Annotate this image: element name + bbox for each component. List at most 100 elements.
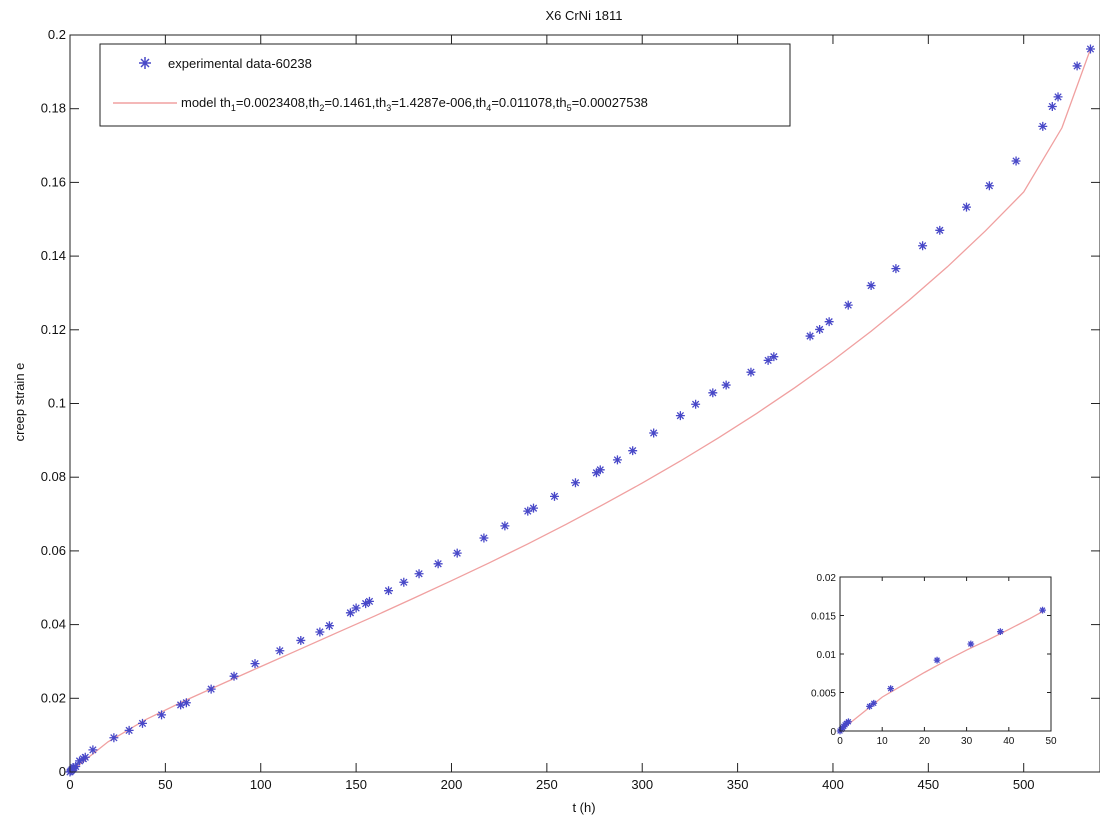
data-point [523,506,533,516]
experimental-series [65,44,1095,777]
main-ticks: 0 50 100 150 200 250 300 350 400 450 50000.020.040… [41,27,1100,792]
data-point [984,181,994,191]
data-point [229,671,239,681]
data-point [529,503,538,513]
data-point [935,225,945,235]
data-point [721,380,731,390]
data-point [75,756,85,766]
data-point [891,264,901,274]
x-tick-label: 0 [66,777,73,792]
data-point [708,388,718,398]
data-point [1038,121,1048,131]
y-tick-label: 0.08 [41,469,66,484]
y-tick-label: 0.06 [41,543,66,558]
data-point [433,559,443,569]
data-point [746,367,756,377]
inset-y-tick-label: 0.005 [811,689,836,700]
data-point [345,608,355,618]
data-point [124,725,134,735]
inset-data-point [845,718,852,726]
model-line [69,48,1092,773]
inset-data-point [870,699,878,707]
data-point [109,733,119,743]
data-point [866,281,876,291]
y-tick-label: 0 [59,764,66,779]
inset-x-tick-label: 40 [1003,736,1015,747]
data-point [88,745,98,755]
data-point [80,752,90,762]
inset-y-tick-label: 0.01 [817,650,837,661]
data-point [157,710,167,720]
y-tick-label: 0.12 [41,322,66,337]
data-point [176,700,186,710]
y-tick-label: 0.16 [41,174,66,189]
data-point [399,577,409,587]
y-tick-label: 0.04 [41,617,66,632]
data-point [769,352,779,362]
y-tick-label: 0.14 [41,248,66,263]
y-axis-label: creep strain e [12,363,27,442]
data-point [452,548,462,558]
data-point [815,324,825,334]
model-series [69,48,1092,773]
data-point [71,761,81,771]
data-point [824,317,834,327]
x-tick-label: 500 [1013,777,1035,792]
data-point [843,300,853,310]
inset-data-point [1039,606,1046,614]
legend-label-experimental: experimental data-60238 [168,56,312,71]
data-point [550,491,559,501]
inset-data-point [887,685,894,693]
legend-box [99,43,791,127]
data-point [275,646,285,656]
inset-x-tick-label: 10 [877,736,889,747]
inset-ticks: 0 10 20 30 40 50 0 0.005 0.01 0.015 0.02 [811,573,1057,747]
inset-axes-box [839,576,1052,732]
data-point [1047,102,1057,111]
data-point [649,428,659,438]
data-point [591,468,601,478]
data-point [628,446,638,456]
data-point [691,399,701,409]
data-point [1072,61,1082,71]
legend: experimental data-60238 model th1=0.0023… [99,43,791,127]
x-axis-label: t (h) [572,800,595,815]
data-point [138,718,147,728]
data-point [206,684,216,694]
main-axes-box [69,34,1100,773]
inset-data-point [967,640,975,648]
data-point [500,521,510,531]
x-tick-label: 400 [822,777,844,792]
data-point [296,635,306,645]
data-point [1085,44,1095,54]
data-point [612,455,622,465]
x-tick-label: 350 [727,777,749,792]
data-point [324,621,334,631]
data-point [181,698,191,708]
data-point [315,627,325,637]
inset-x-tick-label: 50 [1045,736,1057,747]
data-point [570,478,580,488]
inset-y-tick-label: 0 [830,727,836,738]
data-point [962,202,971,212]
y-tick-label: 0.18 [41,101,66,116]
inset-data-point [933,656,941,664]
data-point [918,241,928,251]
data-point [763,355,773,365]
inset-x-tick-label: 30 [961,736,973,747]
x-tick-label: 250 [536,777,558,792]
x-tick-label: 50 [158,777,172,792]
inset-chart: 0 10 20 30 40 50 0 0.005 0.01 0.015 0.02 [811,573,1057,747]
data-point [1053,92,1063,102]
data-point [384,586,394,596]
inset-x-tick-label: 20 [919,736,931,747]
x-tick-label: 100 [250,777,272,792]
data-point [414,569,424,579]
inset-x-tick-label: 0 [837,736,843,747]
data-point [250,659,260,669]
legend-marker-experimental [139,57,151,69]
inset-y-tick-label: 0.02 [817,573,837,584]
y-tick-label: 0.2 [48,27,66,42]
chart-title: X6 CrNi 1811 [545,8,622,23]
data-point [351,603,361,613]
